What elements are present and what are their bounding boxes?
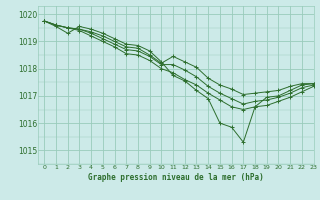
X-axis label: Graphe pression niveau de la mer (hPa): Graphe pression niveau de la mer (hPa)	[88, 173, 264, 182]
